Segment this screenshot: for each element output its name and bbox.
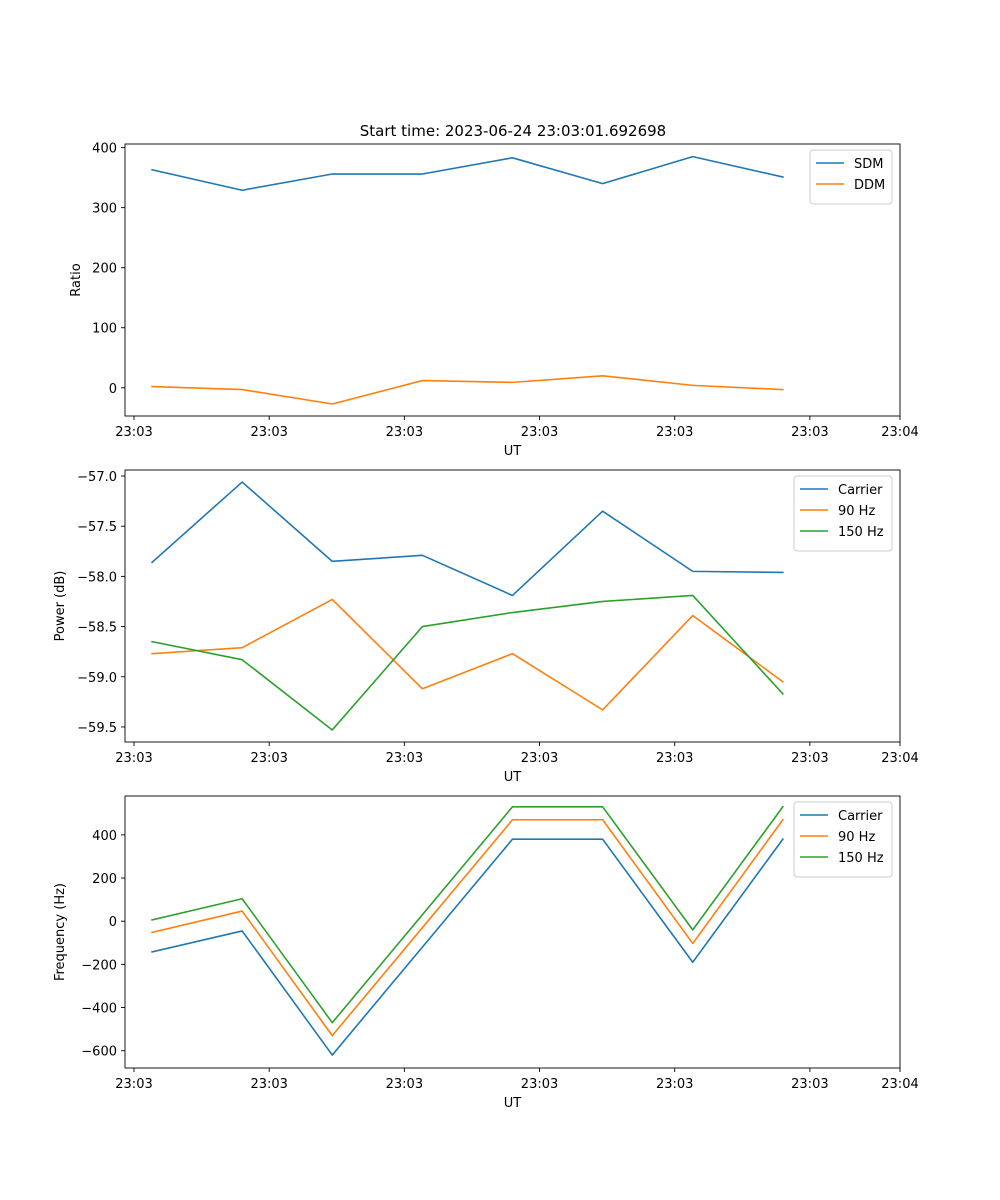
legend: SDM DDM: [809, 149, 893, 205]
axes-frame: [124, 469, 901, 743]
x-axis-label: UT: [504, 1096, 522, 1111]
series-line-ddm: [151, 374, 784, 405]
y-tick-label: 400: [92, 142, 117, 157]
y-tick-label: −58.5: [77, 621, 117, 636]
x-tick-label: 23:03: [656, 425, 693, 440]
y-tick-label: −58.0: [77, 570, 117, 585]
x-tick-label: 23:03: [250, 1077, 287, 1092]
legend-label: 150 Hz: [838, 525, 884, 540]
x-tick-label: 23:03: [250, 425, 287, 440]
x-tick-label: 23:03: [386, 425, 423, 440]
y-axis-label: Ratio: [69, 263, 84, 296]
y-tick-label: −600: [81, 1045, 117, 1060]
y-tick-label: −200: [81, 958, 117, 973]
x-tick-label: 23:03: [791, 425, 828, 440]
y-tick-label: −59.5: [77, 721, 117, 736]
legend-label: Carrier: [838, 483, 883, 498]
y-axis-label: Power (dB): [53, 571, 68, 642]
figure-title: Start time: 2023-06-24 23:03:01.692698: [360, 122, 666, 140]
panels: 23:03 23:03 23:03 23:03 23:03 23:03 23:04 0 100 2…: [53, 142, 919, 1111]
x-tick-label: 23:03: [791, 751, 828, 766]
legend-label: 90 Hz: [838, 830, 875, 845]
y-tick-label: −59.0: [77, 671, 117, 686]
chart-panel-1: 23:03 23:03 23:03 23:03 23:03 23:03 23:04 0 100 2…: [69, 142, 919, 459]
y-tick-label: 0: [109, 915, 117, 930]
x-tick-label: 23:03: [115, 425, 152, 440]
x-tick-label: 23:03: [521, 1077, 558, 1092]
y-tick-label: −57.0: [77, 470, 117, 485]
series-line-carrier: [151, 838, 784, 1056]
y-tick-label: 200: [92, 262, 117, 277]
y-tick-label: 100: [92, 322, 117, 337]
legend: Carrier 90 Hz 150 Hz: [793, 475, 893, 552]
y-tick-label: −400: [81, 1002, 117, 1017]
series-line-150-hz: [151, 805, 784, 1024]
x-tick-label: 23:03: [656, 751, 693, 766]
x-tick-label: 23:04: [881, 425, 918, 440]
y-axis-label: Frequency (Hz): [53, 883, 68, 981]
x-tick-label: 23:03: [115, 1077, 152, 1092]
legend-label: Carrier: [838, 809, 883, 824]
legend-label: 90 Hz: [838, 504, 875, 519]
x-tick-label: 23:04: [881, 1077, 918, 1092]
x-tick-label: 23:03: [791, 1077, 828, 1092]
x-tick-label: 23:03: [521, 751, 558, 766]
legend-label: DDM: [854, 178, 885, 193]
y-tick-label: 400: [92, 829, 117, 844]
x-axis-label: UT: [504, 770, 522, 785]
legend-box: [793, 475, 893, 552]
x-tick-label: 23:03: [115, 751, 152, 766]
x-tick-label: 23:03: [656, 1077, 693, 1092]
axes-frame: [124, 795, 901, 1069]
y-tick-label: −57.5: [77, 520, 117, 535]
series-line-carrier: [150, 481, 784, 597]
x-axis-label: UT: [504, 444, 522, 459]
y-tick-label: 0: [109, 382, 117, 397]
axes-frame: [124, 143, 901, 417]
legend-label: SDM: [854, 157, 883, 172]
series-line-90-hz: [151, 598, 784, 711]
legend: Carrier 90 Hz 150 Hz: [793, 801, 893, 878]
y-tick-label: 300: [92, 202, 117, 217]
chart-panel-3: 23:03 23:03 23:03 23:03 23:03 23:03 23:04 400 20…: [53, 795, 919, 1111]
series-line-90-hz: [151, 818, 784, 1037]
chart-panel-2: 23:03 23:03 23:03 23:03 23:03 23:03 23:04 −57.0…: [53, 469, 919, 785]
x-tick-label: 23:03: [521, 425, 558, 440]
x-tick-label: 23:04: [881, 751, 918, 766]
x-tick-label: 23:03: [386, 751, 423, 766]
x-tick-label: 23:03: [250, 751, 287, 766]
y-tick-label: 200: [92, 872, 117, 887]
series-line-sdm: [151, 155, 784, 192]
legend-label: 150 Hz: [838, 851, 884, 866]
x-tick-label: 23:03: [386, 1077, 423, 1092]
series-line-150-hz: [151, 594, 784, 731]
legend-box: [793, 801, 893, 878]
